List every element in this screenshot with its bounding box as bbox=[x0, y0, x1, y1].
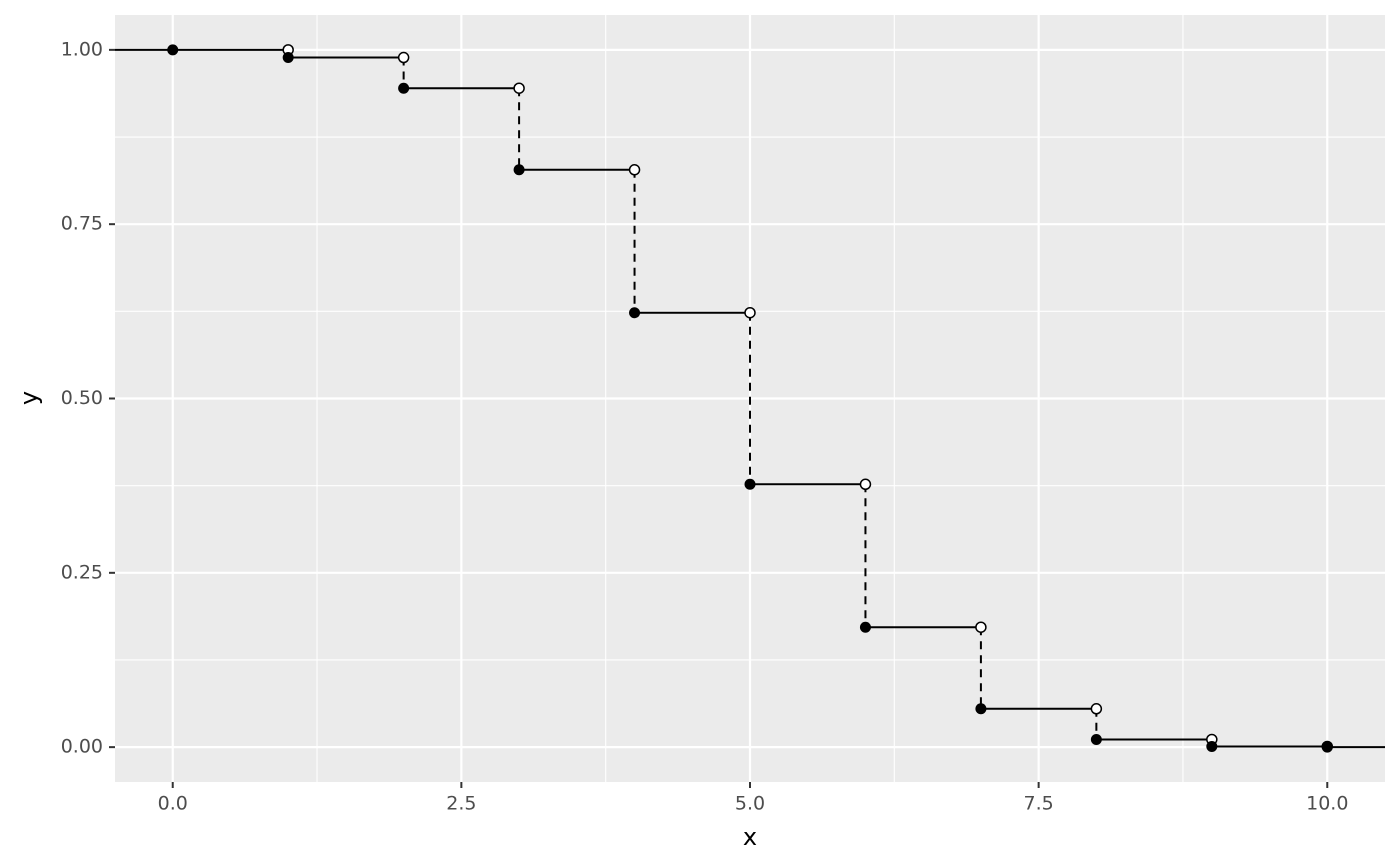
open-point bbox=[975, 621, 987, 633]
x-tick-label: 2.5 bbox=[446, 793, 476, 815]
y-axis-title: y bbox=[15, 391, 43, 405]
closed-point bbox=[513, 164, 525, 176]
y-tick-label: 0.75 bbox=[61, 213, 103, 235]
closed-point bbox=[398, 82, 410, 94]
y-tick-label: 0.25 bbox=[61, 561, 103, 583]
closed-point bbox=[744, 478, 756, 490]
closed-point bbox=[629, 307, 641, 319]
y-tick-label: 0.50 bbox=[61, 387, 103, 409]
closed-point bbox=[859, 621, 871, 633]
x-tick-label: 7.5 bbox=[1024, 793, 1054, 815]
open-point bbox=[859, 478, 872, 491]
open-point bbox=[744, 306, 756, 319]
x-axis-title: x bbox=[743, 823, 757, 851]
closed-point bbox=[1206, 740, 1218, 752]
closed-point bbox=[167, 44, 179, 56]
open-point bbox=[397, 51, 410, 64]
marks bbox=[115, 44, 1385, 753]
x-tick-label: 0.0 bbox=[158, 793, 188, 815]
closed-point bbox=[282, 52, 294, 64]
open-point bbox=[1090, 703, 1103, 715]
closed-point bbox=[1321, 741, 1333, 753]
x-tick-label: 5.0 bbox=[735, 793, 765, 815]
y-tick-label: 0.00 bbox=[61, 736, 103, 758]
open-point bbox=[513, 82, 525, 94]
closed-point bbox=[1090, 733, 1102, 745]
closed-point bbox=[975, 703, 987, 715]
open-point bbox=[628, 164, 641, 176]
y-tick-label: 1.00 bbox=[61, 38, 103, 60]
x-tick-label: 10.0 bbox=[1306, 793, 1348, 815]
